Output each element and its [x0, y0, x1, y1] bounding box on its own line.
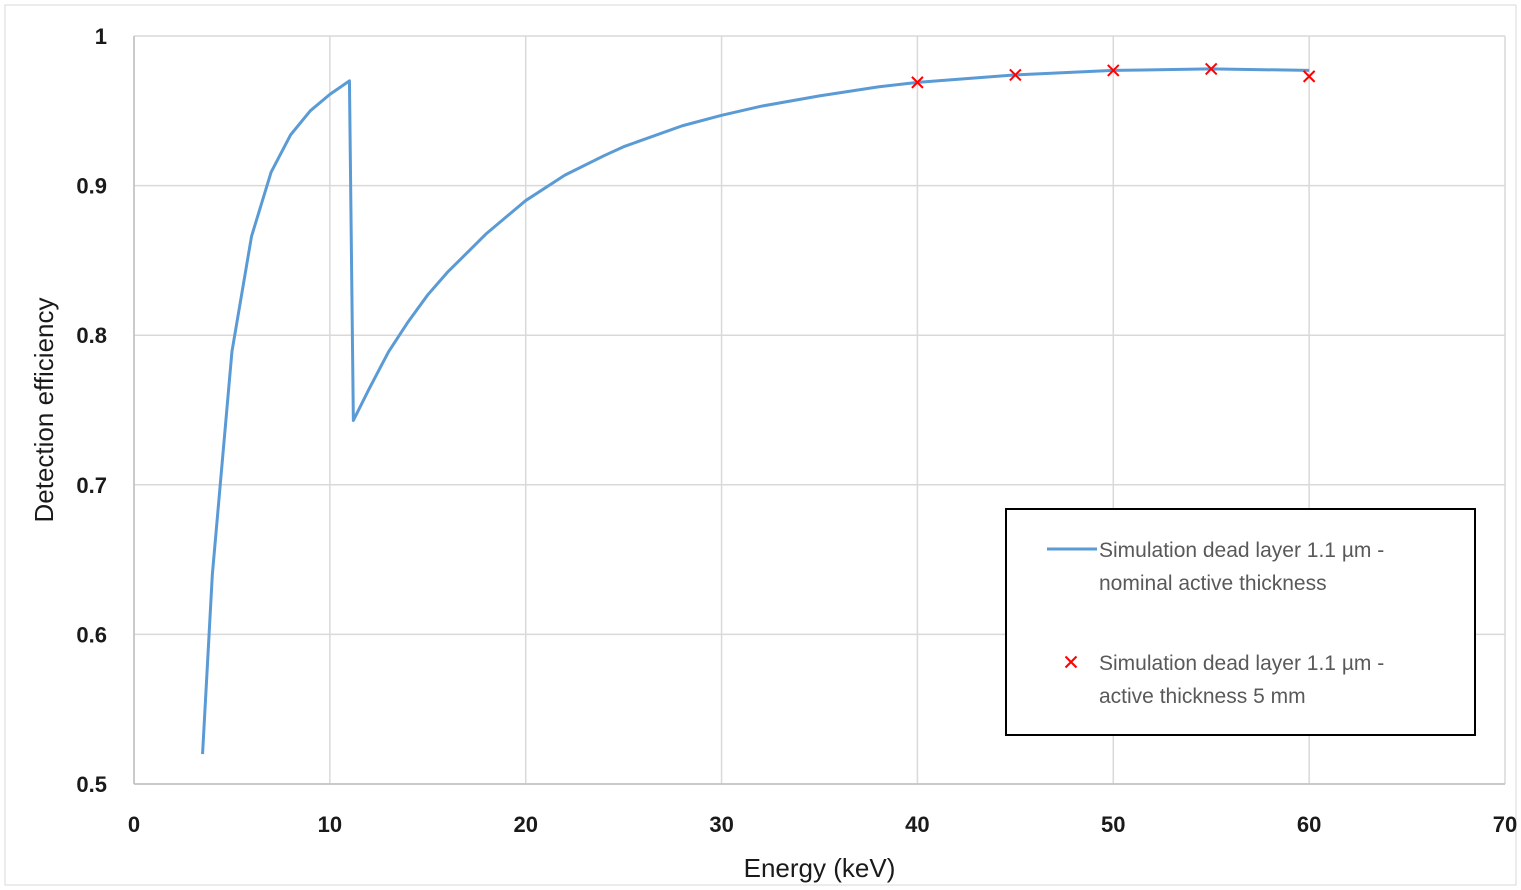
- legend-label-nominal: Simulation dead layer 1.1 µm -: [1099, 539, 1384, 562]
- scatter-point-5mm: [1302, 70, 1316, 83]
- y-tick-label: 0.5: [76, 772, 107, 797]
- y-tick-label: 0.7: [76, 473, 107, 498]
- x-tick-label: 40: [905, 812, 929, 837]
- y-tick-label: 0.6: [76, 622, 107, 647]
- x-tick-label: 60: [1297, 812, 1321, 837]
- y-tick-label: 0.8: [76, 323, 107, 348]
- legend-box: [1005, 508, 1476, 736]
- series-line-nominal-thickness: [201, 67, 1310, 755]
- scatter-point-5mm: [1009, 68, 1022, 82]
- scatter-point-5mm: [1205, 62, 1218, 76]
- x-axis-title: Energy (keV): [744, 853, 896, 883]
- legend-label-5mm: active thickness 5 mm: [1099, 685, 1306, 708]
- scatter-point-5mm: [1107, 64, 1120, 77]
- y-axis-tick-labels: 0.5 0.6 0.7 0.8 0.9 1: [76, 24, 107, 797]
- x-tick-label: 10: [318, 812, 342, 837]
- legend-label-5mm: Simulation dead layer 1.1 µm -: [1099, 652, 1384, 675]
- series-layer: [201, 62, 1316, 755]
- y-axis-title: Detection efficiency: [29, 298, 59, 523]
- y-tick-label: 1: [95, 24, 107, 49]
- legend-label-nominal: nominal active thickness: [1099, 572, 1327, 595]
- legend-x-marker: [1064, 655, 1078, 669]
- x-tick-label: 0: [128, 812, 140, 837]
- x-tick-label: 30: [709, 812, 733, 837]
- x-tick-label: 20: [513, 812, 537, 837]
- x-axis-tick-labels: 0 10 20 30 40 50 60 70: [128, 812, 1517, 837]
- legend: Simulation dead layer 1.1 µm - nominal ac…: [1005, 508, 1476, 736]
- x-tick-label: 50: [1101, 812, 1125, 837]
- x-tick-label: 70: [1493, 812, 1517, 837]
- axes: [133, 36, 1505, 785]
- y-tick-label: 0.9: [76, 174, 107, 199]
- scatter-point-5mm: [911, 76, 924, 89]
